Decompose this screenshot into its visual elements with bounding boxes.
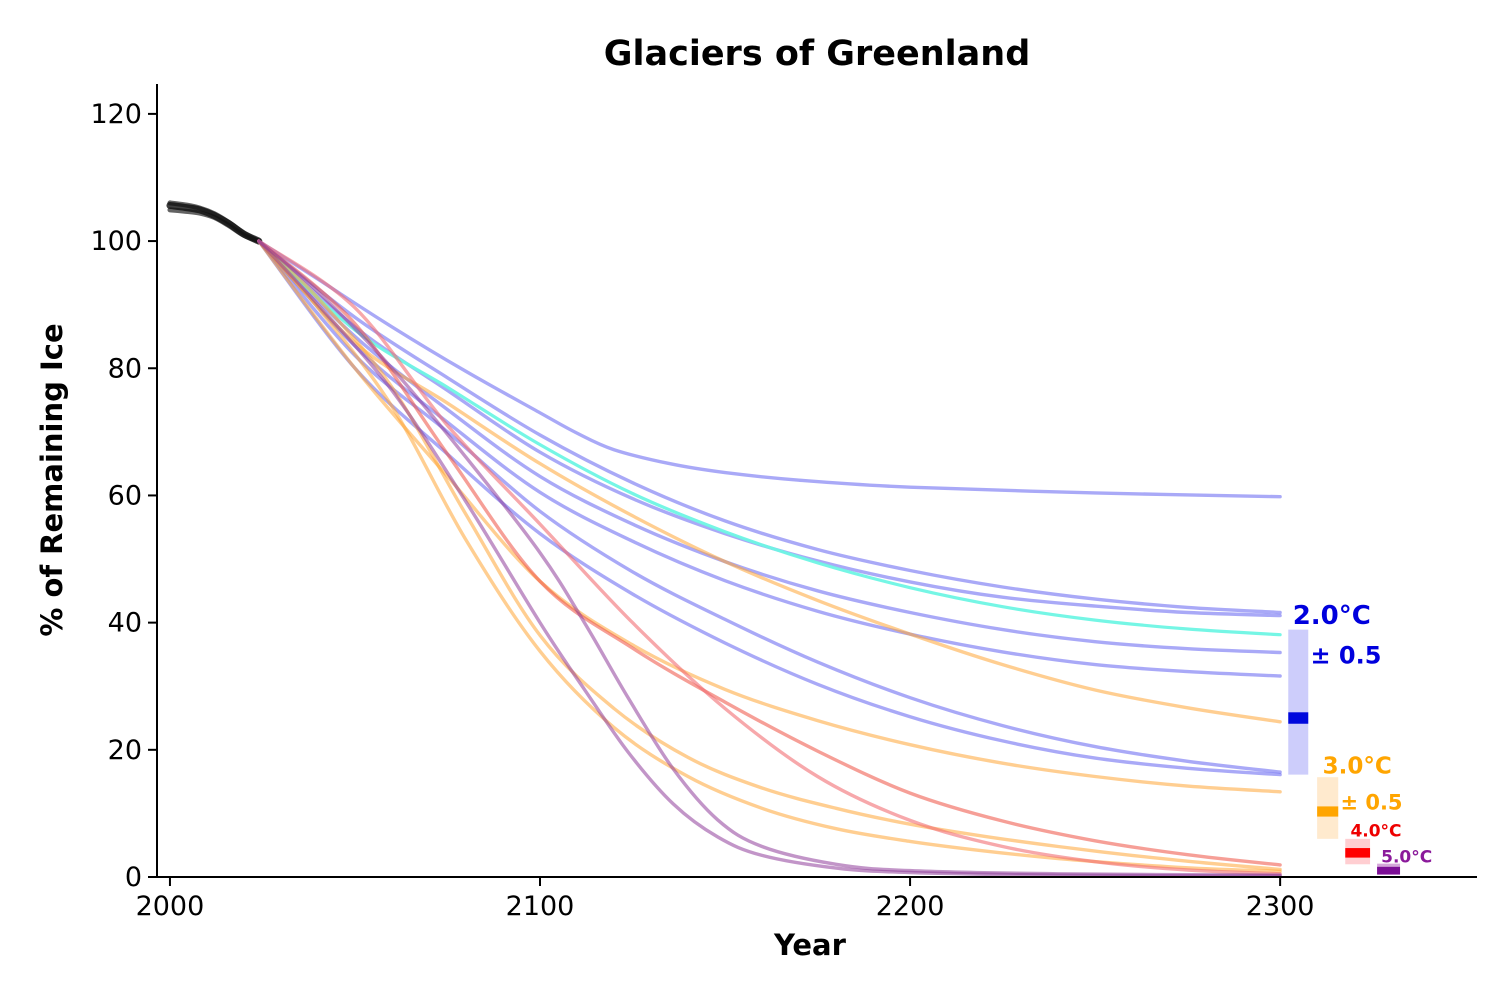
x-tick-label: 2200 (876, 891, 945, 922)
scenario-label-3.0C: 3.0°C (1323, 753, 1392, 779)
y-tick-label: 60 (108, 480, 142, 511)
series-3.0C-run-4 (257, 239, 1282, 873)
mean-marker-5.0C (1377, 866, 1401, 875)
series-2.0C-run-5 (257, 239, 1282, 678)
series-2.0C-run-6 (257, 239, 1282, 774)
series-2.0C-run-1 (257, 239, 1282, 499)
series-2.0C-run-2 (257, 239, 1282, 615)
x-tick-label: 2100 (506, 891, 575, 922)
x-tick-label: 2000 (136, 891, 205, 922)
series-4.0C-run-2 (257, 239, 1282, 876)
series-3.0C-run-1 (257, 239, 1282, 724)
mean-marker-2.0C (1288, 712, 1309, 724)
series-historical-3 (167, 207, 262, 244)
series-5.0C-run-2 (257, 239, 1282, 878)
series-2.0C-run-3 (257, 239, 1282, 618)
y-tick-label: 40 (108, 608, 142, 639)
x-tick-label: 2300 (1246, 891, 1315, 922)
series-2.0C-run-7 (257, 239, 1282, 777)
series-4.0C-run-1 (257, 239, 1282, 867)
scenario-label-2.0C: 2.0°C (1293, 601, 1371, 631)
mean-marker-3.0C (1317, 806, 1339, 817)
series-3.0C-run-3 (257, 239, 1282, 872)
y-tick-label: 80 (108, 353, 142, 384)
uncertainty-band-2.0C (1288, 629, 1309, 775)
mean-marker-4.0C (1345, 848, 1371, 858)
chart-title: Glaciers of Greenland (603, 34, 1031, 74)
x-axis-label: Year (774, 928, 846, 962)
series-2.0C-run-4 (257, 239, 1282, 655)
series-3.0C-run-2 (257, 239, 1282, 794)
uncertainty-label-3.0C: ± 0.5 (1340, 791, 1402, 815)
y-tick-label: 120 (90, 99, 142, 130)
uncertainty-label-2.0C: ± 0.5 (1310, 641, 1381, 669)
series-2.0C-run-cyan (257, 239, 1282, 637)
scenario-label-5.0C: 5.0°C (1381, 847, 1432, 867)
y-tick-label: 0 (125, 862, 142, 893)
scenario-label-4.0C: 4.0°C (1350, 821, 1401, 841)
y-tick-label: 100 (90, 226, 142, 257)
y-tick-label: 20 (108, 735, 142, 766)
